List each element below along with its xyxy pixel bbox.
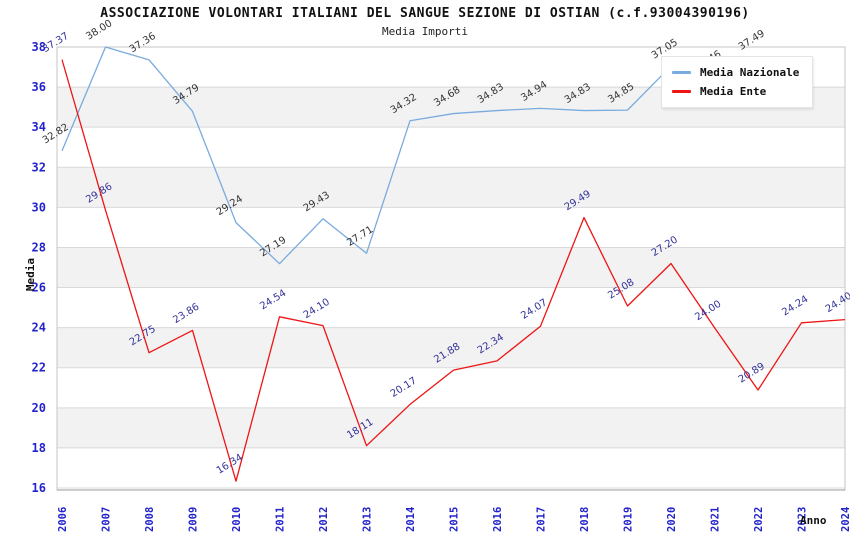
x-tick-label: 2022 bbox=[753, 507, 765, 532]
x-axis-title: Anno bbox=[800, 514, 827, 527]
data-label: 24.10 bbox=[302, 297, 332, 322]
x-tick-label: 2020 bbox=[666, 507, 678, 532]
legend-item-media-nazionale: Media Nazionale bbox=[672, 63, 804, 82]
data-label: 37.49 bbox=[737, 28, 767, 53]
x-tick-label: 2024 bbox=[840, 507, 850, 532]
data-label: 24.07 bbox=[519, 297, 549, 322]
y-tick-label: 38 bbox=[32, 40, 46, 54]
plot-band bbox=[57, 167, 845, 208]
data-label: 37.37 bbox=[41, 31, 71, 56]
legend-item-media-ente: Media Ente bbox=[672, 82, 804, 101]
y-tick-label: 26 bbox=[32, 281, 46, 295]
y-tick-label: 34 bbox=[32, 120, 46, 134]
x-tick-label: 2012 bbox=[318, 507, 330, 532]
x-tick-label: 2016 bbox=[492, 507, 504, 532]
y-tick-label: 36 bbox=[32, 80, 46, 94]
red-line-icon bbox=[672, 90, 691, 93]
series-line-nazionale bbox=[61, 46, 759, 265]
chart-subtitle: Media Importi bbox=[381, 25, 469, 38]
chart-legend: Media Nazionale Media Ente bbox=[661, 56, 813, 108]
data-label: 27.71 bbox=[345, 224, 375, 249]
plot-band bbox=[57, 247, 845, 288]
data-label: 24.54 bbox=[258, 288, 288, 313]
y-axis-title: Media bbox=[24, 257, 38, 292]
data-label: 37.36 bbox=[128, 31, 158, 56]
y-tick-label: 32 bbox=[32, 160, 46, 174]
x-tick-label: 2014 bbox=[405, 507, 417, 532]
data-label: 24.24 bbox=[780, 294, 810, 319]
x-tick-label: 2011 bbox=[275, 507, 287, 532]
legend-label: Media Nazionale bbox=[700, 66, 800, 79]
x-tick-label: 2006 bbox=[57, 507, 69, 532]
series-line-ente bbox=[61, 59, 846, 482]
x-tick-label: 2013 bbox=[362, 507, 374, 532]
x-tick-label: 2010 bbox=[231, 507, 243, 532]
x-tick-label: 2018 bbox=[579, 507, 591, 532]
y-tick-label: 24 bbox=[32, 321, 46, 335]
plot-band bbox=[57, 327, 845, 368]
y-tick-label: 18 bbox=[32, 441, 46, 455]
x-tick-label: 2007 bbox=[101, 507, 113, 532]
legend-label: Media Ente bbox=[700, 85, 767, 98]
data-label: 38.00 bbox=[84, 18, 114, 43]
y-tick-label: 16 bbox=[32, 481, 46, 495]
blue-line-icon bbox=[672, 71, 691, 74]
x-tick-label: 2017 bbox=[536, 507, 548, 532]
y-tick-label: 30 bbox=[32, 200, 46, 214]
chart-title: ASSOCIAZIONE VOLONTARI ITALIANI DEL SANG… bbox=[100, 6, 750, 21]
data-label: 23.86 bbox=[171, 301, 201, 326]
x-tick-label: 2021 bbox=[710, 507, 722, 532]
y-tick-label: 22 bbox=[32, 361, 46, 375]
y-tick-label: 20 bbox=[32, 401, 46, 415]
y-tick-label: 28 bbox=[32, 240, 46, 254]
x-tick-label: 2019 bbox=[623, 507, 635, 532]
x-tick-label: 2023 bbox=[797, 507, 809, 532]
data-label: 20.17 bbox=[389, 375, 419, 400]
x-tick-label: 2008 bbox=[144, 507, 156, 532]
x-tick-label: 2009 bbox=[188, 507, 200, 532]
plot-band bbox=[57, 407, 845, 448]
x-tick-label: 2015 bbox=[449, 507, 461, 532]
data-label: 24.40 bbox=[824, 291, 850, 316]
